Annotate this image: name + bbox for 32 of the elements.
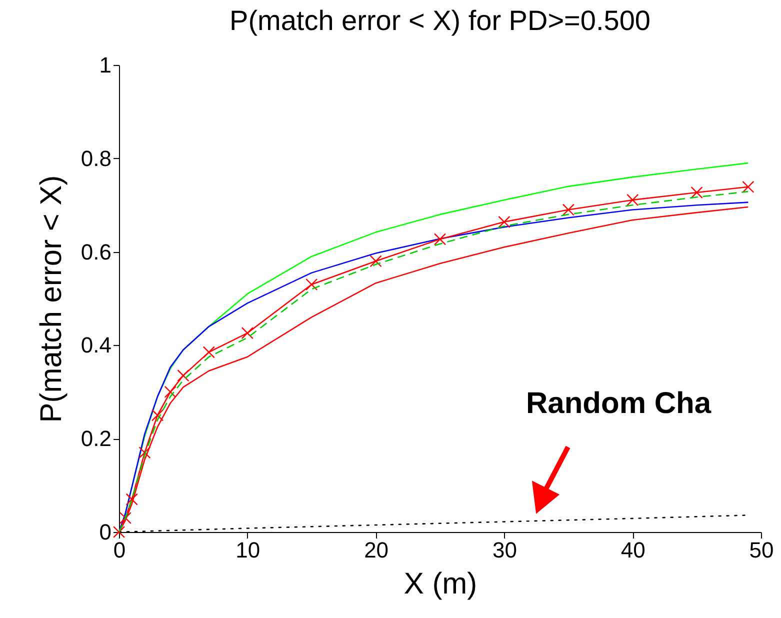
- x-axis-title: X (m): [404, 568, 478, 600]
- chart-title: P(match error < X) for PD>=0.500: [230, 5, 650, 36]
- y-axis-title: P(match error < X): [34, 175, 68, 423]
- x-tick-label: 20: [364, 538, 389, 562]
- point: [119, 512, 132, 524]
- point: [690, 186, 703, 199]
- annotation: Random Cha: [526, 387, 712, 420]
- point: [112, 526, 126, 538]
- point: [241, 326, 254, 340]
- point: [742, 180, 754, 193]
- point: [202, 346, 215, 358]
- point: [164, 386, 176, 398]
- point: [626, 194, 639, 206]
- point: [177, 369, 190, 382]
- point: [138, 446, 151, 459]
- x-tick-label: 30: [492, 538, 517, 562]
- y-tick-label: 1: [99, 52, 112, 78]
- y-tick-label: 0.4: [80, 332, 112, 358]
- point: [151, 409, 164, 422]
- y-tick-label: 0: [99, 520, 112, 544]
- point: [126, 493, 138, 506]
- point: [306, 278, 318, 291]
- y-tick-label: 0.6: [80, 239, 112, 264]
- x-tick-label: 40: [620, 538, 646, 562]
- x-tick-label: 50: [749, 538, 774, 562]
- point: [434, 233, 446, 246]
- point: [498, 216, 510, 228]
- y-tick-label: 0.2: [80, 426, 112, 452]
- y-tick-label: 0.8: [80, 146, 112, 171]
- x-tick-label: 10: [236, 538, 260, 562]
- point: [562, 204, 574, 216]
- point: [370, 255, 382, 268]
